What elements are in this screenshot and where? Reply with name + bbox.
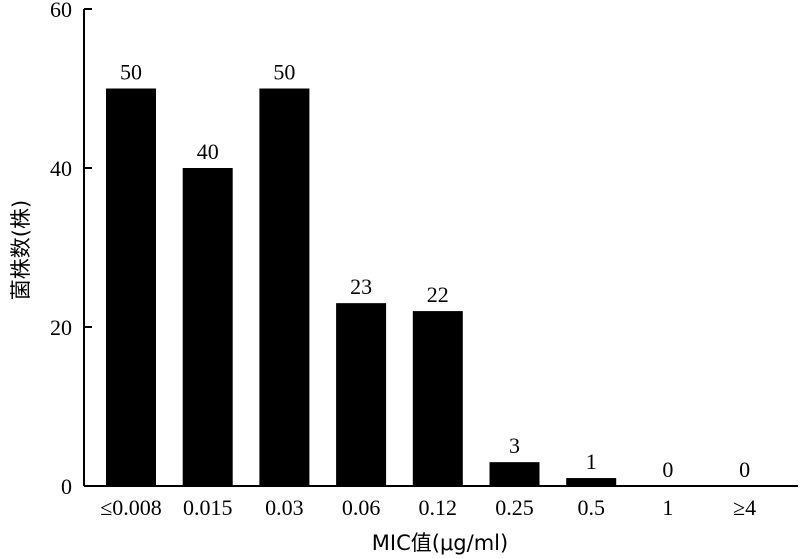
bar — [106, 88, 156, 486]
data-label: 0 — [662, 457, 673, 482]
data-label: 22 — [427, 282, 449, 307]
x-tick-label: ≤0.008 — [100, 495, 162, 520]
y-tick-label: 20 — [50, 315, 72, 340]
bar — [566, 478, 617, 486]
x-tick-label: 0.015 — [183, 495, 233, 520]
x-tick-label: 0.25 — [495, 495, 534, 520]
x-axis: ≤0.008 0.015 0.03 0.06 0.12 0.25 0.5 1 ≥4 — [84, 485, 798, 520]
x-tick-label: 0.5 — [577, 495, 605, 520]
data-label: 1 — [586, 449, 597, 474]
y-axis-title: 菌株数(株) — [9, 200, 33, 300]
x-tick-label: 0.03 — [265, 495, 304, 520]
data-label: 23 — [350, 274, 372, 299]
bar — [182, 168, 233, 486]
bar — [336, 303, 387, 486]
bar — [412, 311, 463, 486]
y-tick-label: 40 — [50, 156, 72, 181]
data-labels: 50 40 50 23 22 3 1 0 0 — [120, 60, 750, 483]
x-axis-title: MIC值(μg/ml) — [372, 531, 508, 555]
y-tick-label: 60 — [50, 0, 72, 22]
y-axis: 0 20 40 60 — [50, 0, 92, 499]
data-label: 3 — [509, 433, 520, 458]
x-tick-label: ≥4 — [733, 495, 756, 520]
bar — [489, 462, 540, 486]
data-label: 0 — [739, 457, 750, 482]
x-tick-label: 0.06 — [342, 495, 381, 520]
x-tick-label: 1 — [662, 495, 673, 520]
data-label: 50 — [273, 60, 295, 85]
bars — [106, 88, 617, 486]
y-tick-label: 0 — [61, 474, 72, 499]
data-label: 40 — [197, 139, 219, 164]
x-tick-label: 0.12 — [419, 495, 458, 520]
data-label: 50 — [120, 60, 142, 85]
bar — [259, 88, 310, 486]
